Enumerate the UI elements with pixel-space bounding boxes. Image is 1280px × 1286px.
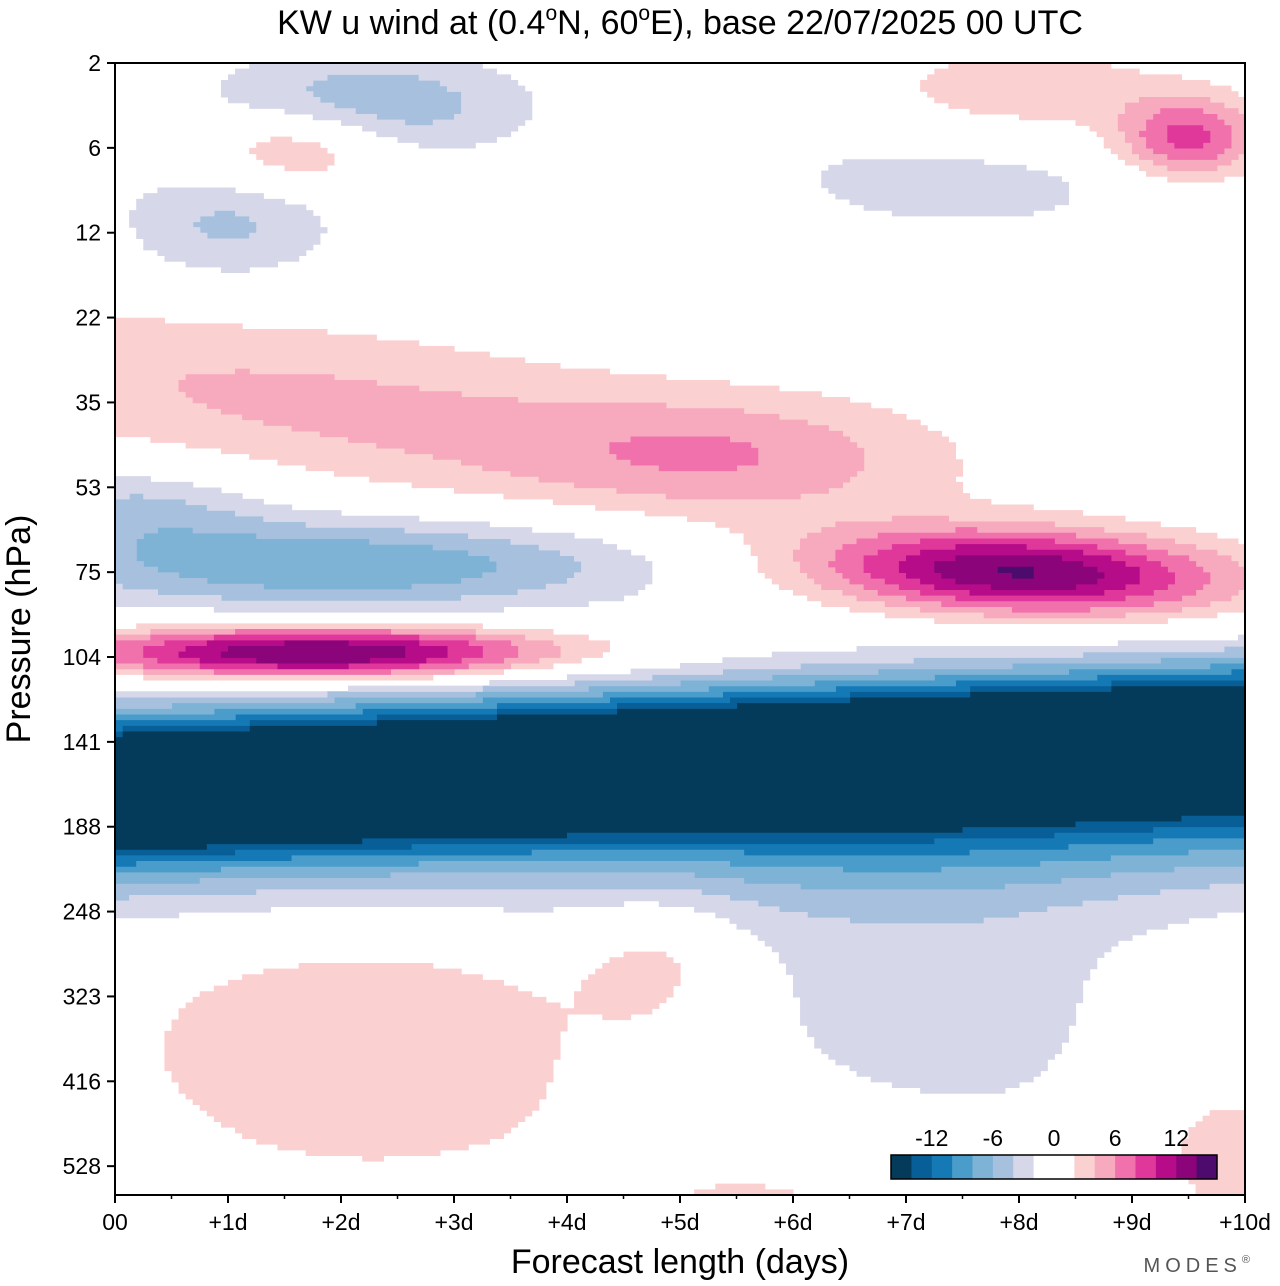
legend-swatch [1135, 1155, 1157, 1179]
legend-label: -12 [915, 1125, 948, 1151]
x-tick-label: +5d [660, 1209, 699, 1235]
legend-swatch [1094, 1155, 1116, 1179]
x-tick-label: +1d [208, 1209, 247, 1235]
brand-mark: ® [1242, 1254, 1250, 1266]
contour-layers [115, 63, 1245, 1195]
legend-swatch [1033, 1155, 1055, 1179]
x-tick-label: +6d [773, 1209, 812, 1235]
contour-band-15 [997, 566, 1034, 579]
y-tick-label: 53 [75, 474, 101, 500]
brand-text: MODES [1144, 1255, 1242, 1277]
contour-band-0 [115, 685, 1245, 851]
x-axis: 00 +1d +2d +3d +4d +5d +6d +7d +8d +9d +10d [102, 1195, 1271, 1235]
x-axis-title: Forecast length (days) [511, 1243, 849, 1281]
contour-band-3 [115, 662, 1245, 873]
x-tick-label: +7d [886, 1209, 925, 1235]
title-degree-2: o [638, 2, 650, 25]
y-tick-label: 528 [63, 1153, 101, 1179]
legend-swatch [1196, 1155, 1218, 1179]
contour-band-14 [220, 555, 1105, 664]
legend-swatch [911, 1155, 933, 1179]
modes-brand: MODES® [1144, 1254, 1250, 1277]
x-tick-label: +9d [1112, 1209, 1151, 1235]
y-tick-label: 188 [63, 814, 101, 840]
title-prefix: KW u wind at (0.4 [277, 4, 545, 42]
y-tick-label: 22 [75, 305, 101, 331]
x-tick-label: 00 [102, 1209, 128, 1235]
x-tick-label: +10d [1219, 1209, 1271, 1235]
contour-band-11 [115, 108, 1232, 675]
colorbar-legend: -12 -6 0 6 12 [890, 1125, 1218, 1180]
legend-frame [890, 1154, 1218, 1180]
y-tick-label: 35 [75, 389, 101, 415]
y-tick-label: 12 [75, 220, 101, 246]
legend-swatch [1115, 1155, 1136, 1179]
title-suffix: E), base 22/07/2025 00 UTC [650, 4, 1083, 42]
x-tick-label: +8d [999, 1209, 1038, 1235]
y-tick-label: 104 [63, 644, 102, 670]
chart-title: KW u wind at (0.4oN, 60oE), base 22/07/2… [277, 2, 1083, 42]
legend-swatch [1013, 1155, 1035, 1179]
legend-swatch [891, 1155, 912, 1179]
legend-label: -6 [983, 1125, 1003, 1151]
y-tick-label: 2 [88, 50, 101, 76]
legend-swatch [1054, 1155, 1075, 1179]
legend-swatch [931, 1155, 953, 1179]
y-tick-label: 248 [63, 899, 101, 925]
legend-swatch [1155, 1155, 1177, 1179]
legend-swatch [952, 1155, 973, 1179]
contour-band-4 [115, 527, 1245, 890]
y-axis: 2 6 12 22 35 53 75 104 141 188 248 323 416 528 [63, 50, 115, 1179]
legend-label: 0 [1048, 1125, 1061, 1151]
y-tick-label: 6 [88, 135, 101, 161]
y-tick-label: 75 [75, 559, 101, 585]
y-tick-label: 323 [63, 983, 101, 1009]
x-tick-label: +4d [547, 1209, 586, 1235]
legend-swatch [992, 1155, 1014, 1179]
title-mid: N, 60 [557, 4, 638, 42]
legend-swatch [1176, 1155, 1198, 1179]
y-axis-title: Pressure (hPa) [0, 515, 38, 744]
legend-swatch [972, 1155, 994, 1179]
x-tick-label: +3d [434, 1209, 473, 1235]
x-tick-label: +2d [321, 1209, 360, 1235]
contour-band-9 [115, 63, 1245, 1195]
legend-label: 6 [1109, 1125, 1122, 1151]
legend-label: 12 [1163, 1125, 1189, 1151]
y-tick-label: 141 [63, 729, 101, 755]
y-tick-label: 416 [63, 1068, 101, 1094]
legend-swatch [1074, 1155, 1096, 1179]
title-degree-1: o [545, 2, 557, 25]
contour-band-10 [115, 96, 1245, 675]
